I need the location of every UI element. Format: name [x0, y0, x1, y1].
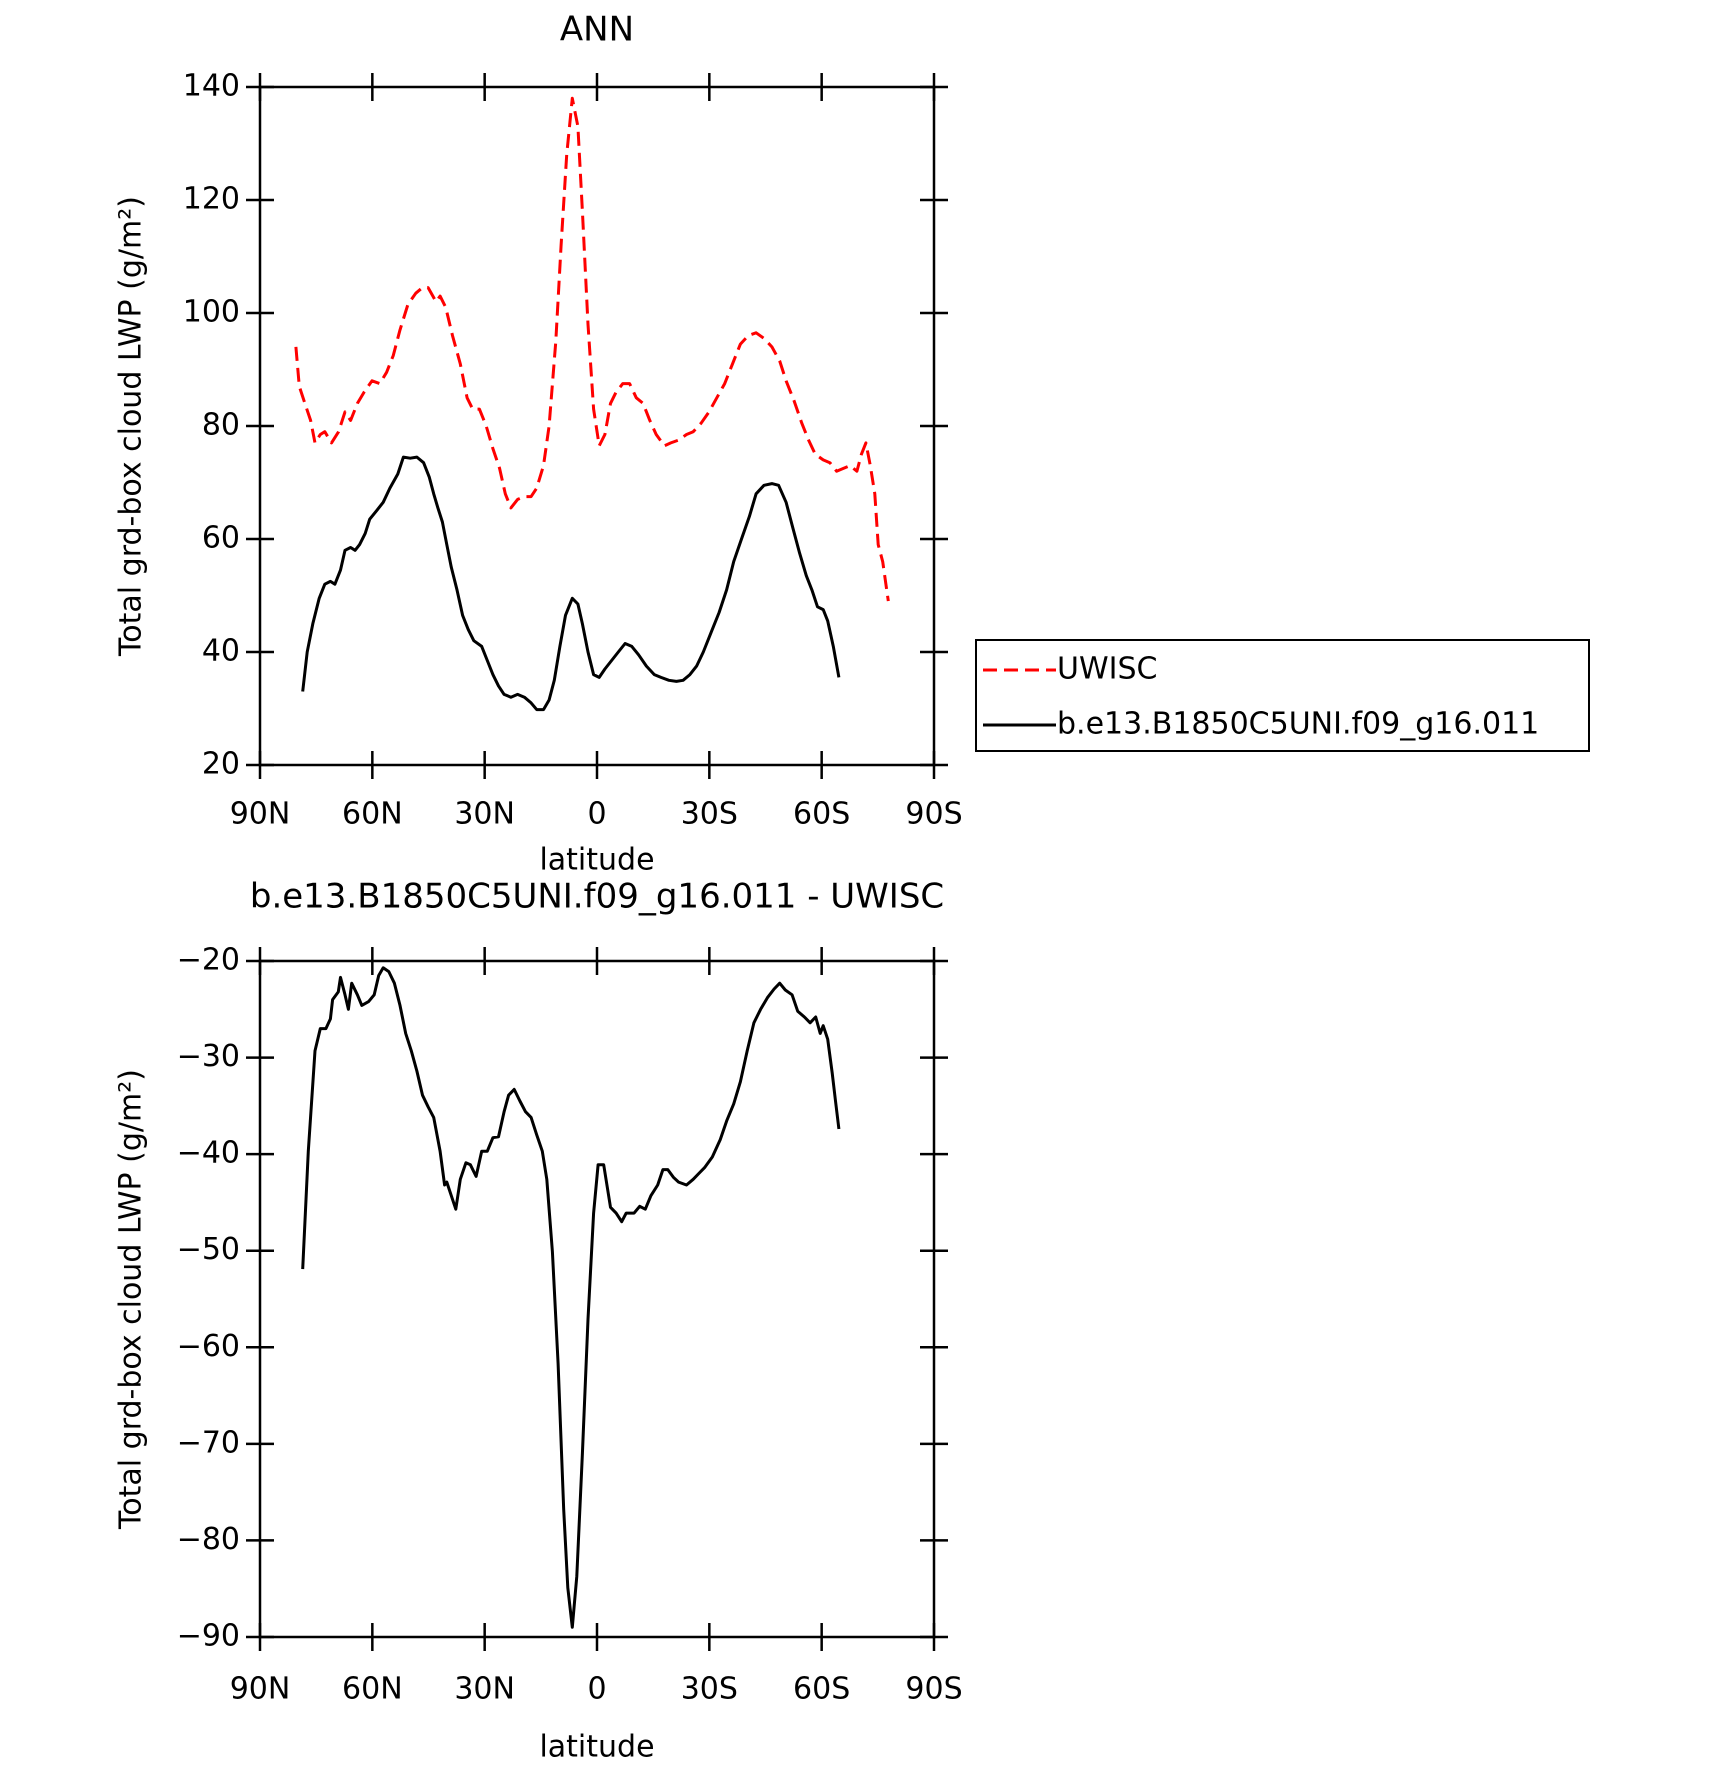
y-axis-label: Total grd-box cloud LWP (g/m²)	[114, 1069, 149, 1530]
y-tick-label: −50	[177, 1232, 240, 1267]
y-tick-label: −60	[177, 1329, 240, 1364]
x-tick-label: 30S	[681, 1672, 738, 1707]
y-tick-label: 20	[202, 747, 240, 782]
y-axis-label: Total grd-box cloud LWP (g/m²)	[114, 196, 149, 657]
y-tick-label: −30	[177, 1039, 240, 1074]
chart-title: ANN	[560, 10, 634, 50]
x-tick-label: 60N	[342, 797, 403, 832]
legend-box	[975, 639, 1590, 752]
x-tick-label: 60S	[793, 797, 850, 832]
x-tick-label: 90N	[230, 1672, 291, 1707]
x-tick-label: 60N	[342, 1672, 403, 1707]
y-tick-label: 100	[183, 295, 240, 330]
y-tick-label: 140	[183, 69, 240, 104]
y-tick-label: −70	[177, 1425, 240, 1460]
x-tick-label: 90S	[905, 1672, 962, 1707]
x-tick-label: 60S	[793, 1672, 850, 1707]
x-tick-label: 0	[587, 1672, 606, 1707]
y-tick-label: 80	[202, 408, 240, 443]
y-tick-label: 60	[202, 521, 240, 556]
y-tick-label: −20	[177, 943, 240, 978]
y-tick-label: −40	[177, 1136, 240, 1171]
y-tick-label: −90	[177, 1619, 240, 1654]
x-tick-label: 90N	[230, 797, 291, 832]
legend-label: UWISC	[1057, 652, 1157, 687]
y-tick-label: 40	[202, 634, 240, 669]
series-line	[301, 966, 841, 1629]
series-line	[301, 455, 841, 712]
y-tick-label: 120	[183, 182, 240, 217]
x-tick-label: 30N	[454, 797, 515, 832]
x-tick-label: 90S	[905, 797, 962, 832]
chart-title: b.e13.B1850C5UNI.f09_g16.011 - UWISC	[250, 877, 944, 917]
series-line	[294, 96, 890, 602]
x-tick-label: 30N	[454, 1672, 515, 1707]
x-axis-label: latitude	[539, 843, 654, 878]
plot-frame	[258, 959, 936, 1639]
x-tick-label: 30S	[681, 797, 738, 832]
legend-label: b.e13.B1850C5UNI.f09_g16.011	[1057, 707, 1539, 742]
x-axis-label: latitude	[539, 1730, 654, 1765]
y-tick-label: −80	[177, 1522, 240, 1557]
x-tick-label: 0	[587, 797, 606, 832]
